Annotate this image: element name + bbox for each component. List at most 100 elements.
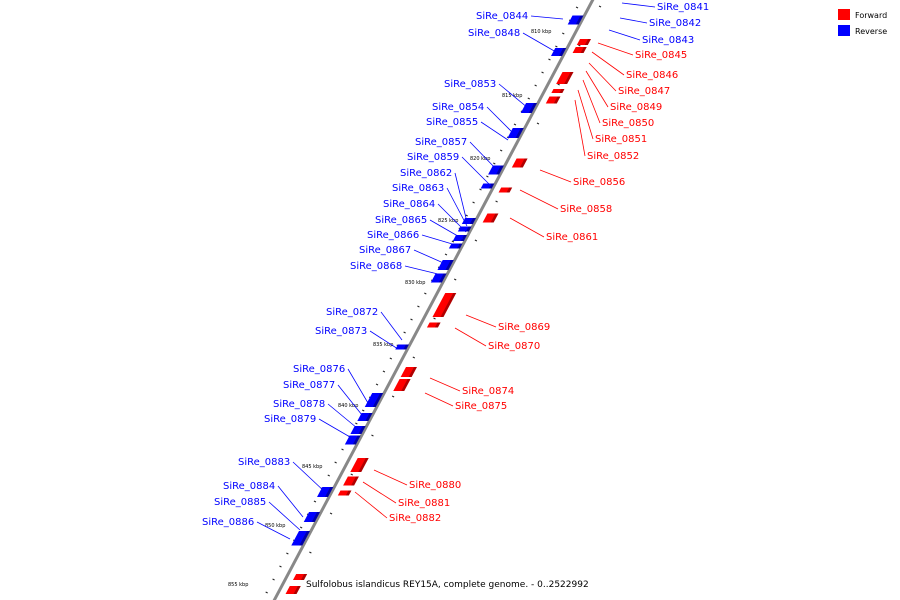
- reverse-gene-label[interactable]: SiRe_0865: [375, 215, 427, 226]
- reverse-gene-label[interactable]: SiRe_0855: [426, 117, 478, 128]
- reverse-gene-label[interactable]: SiRe_0859: [407, 152, 459, 163]
- forward-gene-leader: [539, 169, 572, 183]
- axis-tick: [375, 383, 379, 386]
- reverse-gene-label[interactable]: SiRe_0878: [273, 399, 325, 410]
- axis-tick: [513, 123, 517, 126]
- axis-tick: [548, 58, 551, 61]
- reverse-gene-leader: [369, 330, 399, 350]
- axis-tick: [355, 422, 358, 425]
- reverse-gene-label[interactable]: SiRe_0873: [315, 326, 367, 337]
- forward-gene-label[interactable]: SiRe_0856: [573, 177, 625, 188]
- reverse-gene-feature: [303, 512, 321, 522]
- scale-mark-label: 845 kbp: [302, 464, 322, 470]
- reverse-gene-leader: [292, 461, 326, 493]
- scale-mark-label: 830 kbp: [405, 280, 425, 286]
- forward-gene-feature: [400, 367, 417, 377]
- forward-gene-label[interactable]: SiRe_0880: [409, 480, 461, 491]
- reverse-gene-label[interactable]: SiRe_0883: [238, 457, 290, 468]
- reverse-gene-label[interactable]: SiRe_0867: [359, 245, 411, 256]
- forward-gene-feature: [551, 89, 565, 93]
- forward-gene-label[interactable]: SiRe_0842: [649, 18, 701, 29]
- forward-gene-leader: [362, 481, 397, 504]
- reverse-gene-leader: [437, 203, 467, 233]
- reverse-gene-feature: [457, 226, 472, 232]
- reverse-gene-label[interactable]: SiRe_0862: [400, 168, 452, 179]
- reverse-gene-leader: [469, 141, 498, 171]
- reverse-gene-label[interactable]: SiRe_0854: [432, 102, 484, 113]
- forward-gene-feature: [498, 187, 513, 193]
- reverse-gene-label[interactable]: SiRe_0866: [367, 230, 419, 241]
- forward-gene-leader: [591, 51, 625, 76]
- reverse-gene-label[interactable]: SiRe_0885: [214, 497, 266, 508]
- forward-gene-leader: [519, 189, 559, 210]
- reverse-gene-label[interactable]: SiRe_0863: [392, 183, 444, 194]
- forward-gene-label[interactable]: SiRe_0846: [626, 70, 678, 81]
- forward-gene-label[interactable]: SiRe_0841: [657, 2, 709, 13]
- forward-gene-label[interactable]: SiRe_0875: [455, 401, 507, 412]
- forward-gene-label[interactable]: SiRe_0851: [595, 134, 647, 145]
- reverse-gene-label[interactable]: SiRe_0853: [444, 79, 496, 90]
- forward-gene-feature: [285, 586, 301, 594]
- forward-gene-label[interactable]: SiRe_0850: [602, 118, 654, 129]
- forward-gene-leader: [373, 469, 408, 486]
- forward-gene-label[interactable]: SiRe_0847: [618, 86, 670, 97]
- reverse-gene-label[interactable]: SiRe_0879: [264, 414, 316, 425]
- axis-tick: [444, 253, 448, 256]
- reverse-gene-label[interactable]: SiRe_0876: [293, 364, 345, 375]
- reverse-gene-leader: [498, 83, 529, 109]
- axis-tick: [265, 591, 268, 594]
- forward-gene-label[interactable]: SiRe_0869: [498, 322, 550, 333]
- axis-tick: [541, 71, 544, 74]
- reverse-gene-label[interactable]: SiRe_0884: [223, 481, 275, 492]
- reverse-gene-feature: [364, 393, 384, 407]
- forward-gene-feature: [292, 574, 308, 580]
- axis-tick: [465, 214, 468, 217]
- forward-gene-label[interactable]: SiRe_0858: [560, 204, 612, 215]
- forward-gene-label[interactable]: SiRe_0852: [587, 151, 639, 162]
- scale-mark-label: 835 kbp: [373, 342, 393, 348]
- scale-mark-label: 825 kbp: [438, 218, 458, 224]
- reverse-gene-label[interactable]: SiRe_0848: [468, 28, 520, 39]
- forward-gene-label[interactable]: SiRe_0843: [642, 35, 694, 46]
- forward-gene-label[interactable]: SiRe_0874: [462, 386, 514, 397]
- axis-tick: [286, 552, 289, 555]
- axis-tick: [575, 6, 579, 9]
- axis-tick: [412, 356, 416, 359]
- forward-gene-leader: [424, 392, 454, 407]
- reverse-gene-label[interactable]: SiRe_0877: [283, 380, 335, 391]
- forward-gene-label[interactable]: SiRe_0849: [610, 102, 662, 113]
- forward-gene-label[interactable]: SiRe_0845: [635, 50, 687, 61]
- genome-axis: [272, 0, 595, 600]
- tick-layer: 810 kbp 815 kbp 820 kbp 825 kbp 830 kbp 835 k…: [228, 5, 602, 594]
- reverse-gene-label[interactable]: SiRe_0868: [350, 261, 402, 272]
- axis-tick: [410, 318, 413, 321]
- axis-tick: [486, 175, 489, 178]
- reverse-gene-leader: [480, 121, 509, 141]
- reverse-gene-label[interactable]: SiRe_0864: [383, 199, 435, 210]
- forward-gene-leader: [429, 377, 461, 392]
- reverse-gene-label[interactable]: SiRe_0872: [326, 307, 378, 318]
- legend-forward-swatch: [838, 9, 850, 20]
- axis-tick: [299, 526, 303, 529]
- reverse-gene-leader: [486, 106, 514, 134]
- forward-gene-label[interactable]: SiRe_0881: [398, 498, 450, 509]
- legend: Forward Reverse: [838, 9, 887, 36]
- axis-tick: [313, 500, 317, 503]
- forward-gene-feature: [393, 379, 411, 391]
- forward-gene-label[interactable]: SiRe_0870: [488, 341, 540, 352]
- reverse-gene-leader: [421, 234, 460, 247]
- reverse-gene-label[interactable]: SiRe_0886: [202, 517, 254, 528]
- scale-mark-label: 850 kbp: [265, 523, 285, 529]
- reverse-gene-feature: [357, 413, 373, 421]
- axis-tick: [451, 240, 455, 243]
- axis-tick: [403, 331, 406, 334]
- reverse-gene-label[interactable]: SiRe_0857: [415, 137, 467, 148]
- forward-gene-feature: [482, 213, 499, 223]
- genome-caption: Sulfolobus islandicus REY15A, complete g…: [306, 580, 589, 590]
- reverse-gene-leader: [318, 418, 351, 438]
- scale-mark-label: 840 kbp: [338, 403, 358, 409]
- reverse-gene-label[interactable]: SiRe_0844: [476, 11, 528, 22]
- forward-gene-label[interactable]: SiRe_0882: [389, 513, 441, 524]
- forward-gene-leader: [454, 327, 487, 347]
- forward-gene-label[interactable]: SiRe_0861: [546, 232, 598, 243]
